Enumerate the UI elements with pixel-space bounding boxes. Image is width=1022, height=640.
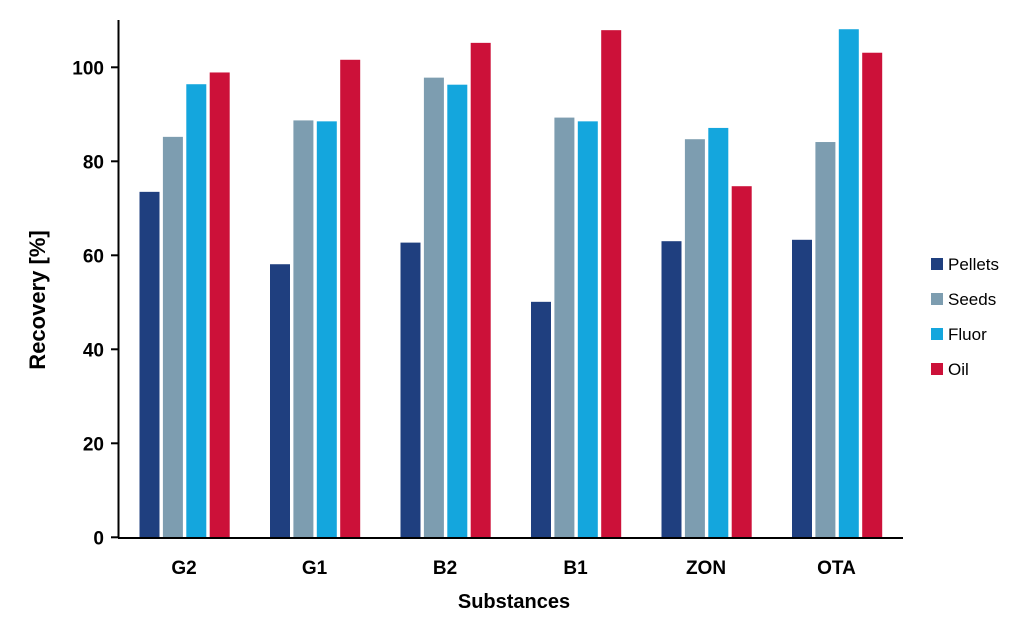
bar-pellets-ota [792,239,812,538]
bar-oil-b1 [601,30,622,538]
bars-layer [139,29,883,538]
bar-seeds-b1 [554,117,575,538]
bar-oil-g2 [209,72,230,538]
bar-seeds-zon [684,139,705,538]
bar-seeds-g1 [293,120,314,538]
bar-oil-zon [731,186,752,538]
bar-oil-ota [862,52,883,538]
legend-swatch-pellets [931,258,943,270]
legend-label-fluor: Fluor [948,325,987,344]
bar-fluor-g2 [186,84,207,538]
x-tick-label: B1 [563,558,588,579]
bar-pellets-b2 [400,242,421,538]
legend-swatch-fluor [931,328,943,340]
bar-pellets-b1 [531,301,551,538]
legend-swatch-oil [931,363,943,375]
bar-fluor-g1 [316,121,337,538]
y-tick-label: 40 [83,340,104,361]
bar-pellets-g1 [270,264,290,538]
legend: Pellets Seeds Fluor Oil [931,255,999,379]
legend-label-pellets: Pellets [948,255,999,274]
bar-fluor-ota [838,29,859,538]
y-axis-label: Recovery [%] [25,230,50,369]
y-ticks: 0 20 40 60 80 100 [72,58,118,549]
y-tick-label: 60 [83,246,104,267]
y-tick-label: 80 [83,152,104,173]
y-tick-label: 0 [93,528,104,549]
y-tick-label: 20 [83,434,104,455]
bar-seeds-g2 [162,136,183,538]
bar-fluor-zon [708,127,729,538]
x-tick-label: B2 [433,558,457,579]
x-tick-label: OTA [817,558,856,579]
bar-seeds-ota [815,142,836,538]
bar-pellets-zon [661,241,682,538]
bar-oil-b2 [470,42,491,538]
bar-fluor-b2 [447,84,468,538]
x-ticks: G2 G1 B2 B1 ZON OTA [171,558,856,579]
legend-label-oil: Oil [948,360,969,379]
bar-seeds-b2 [423,77,444,538]
x-axis-label: Substances [458,591,570,613]
bar-fluor-b1 [577,121,598,538]
x-tick-label: G1 [302,558,328,579]
x-tick-label: G2 [171,558,196,579]
y-tick-label: 100 [72,58,104,79]
bar-pellets-g2 [139,191,160,538]
x-tick-label: ZON [686,558,726,579]
legend-label-seeds: Seeds [948,290,996,309]
bar-oil-g1 [340,59,361,538]
legend-swatch-seeds [931,293,943,305]
